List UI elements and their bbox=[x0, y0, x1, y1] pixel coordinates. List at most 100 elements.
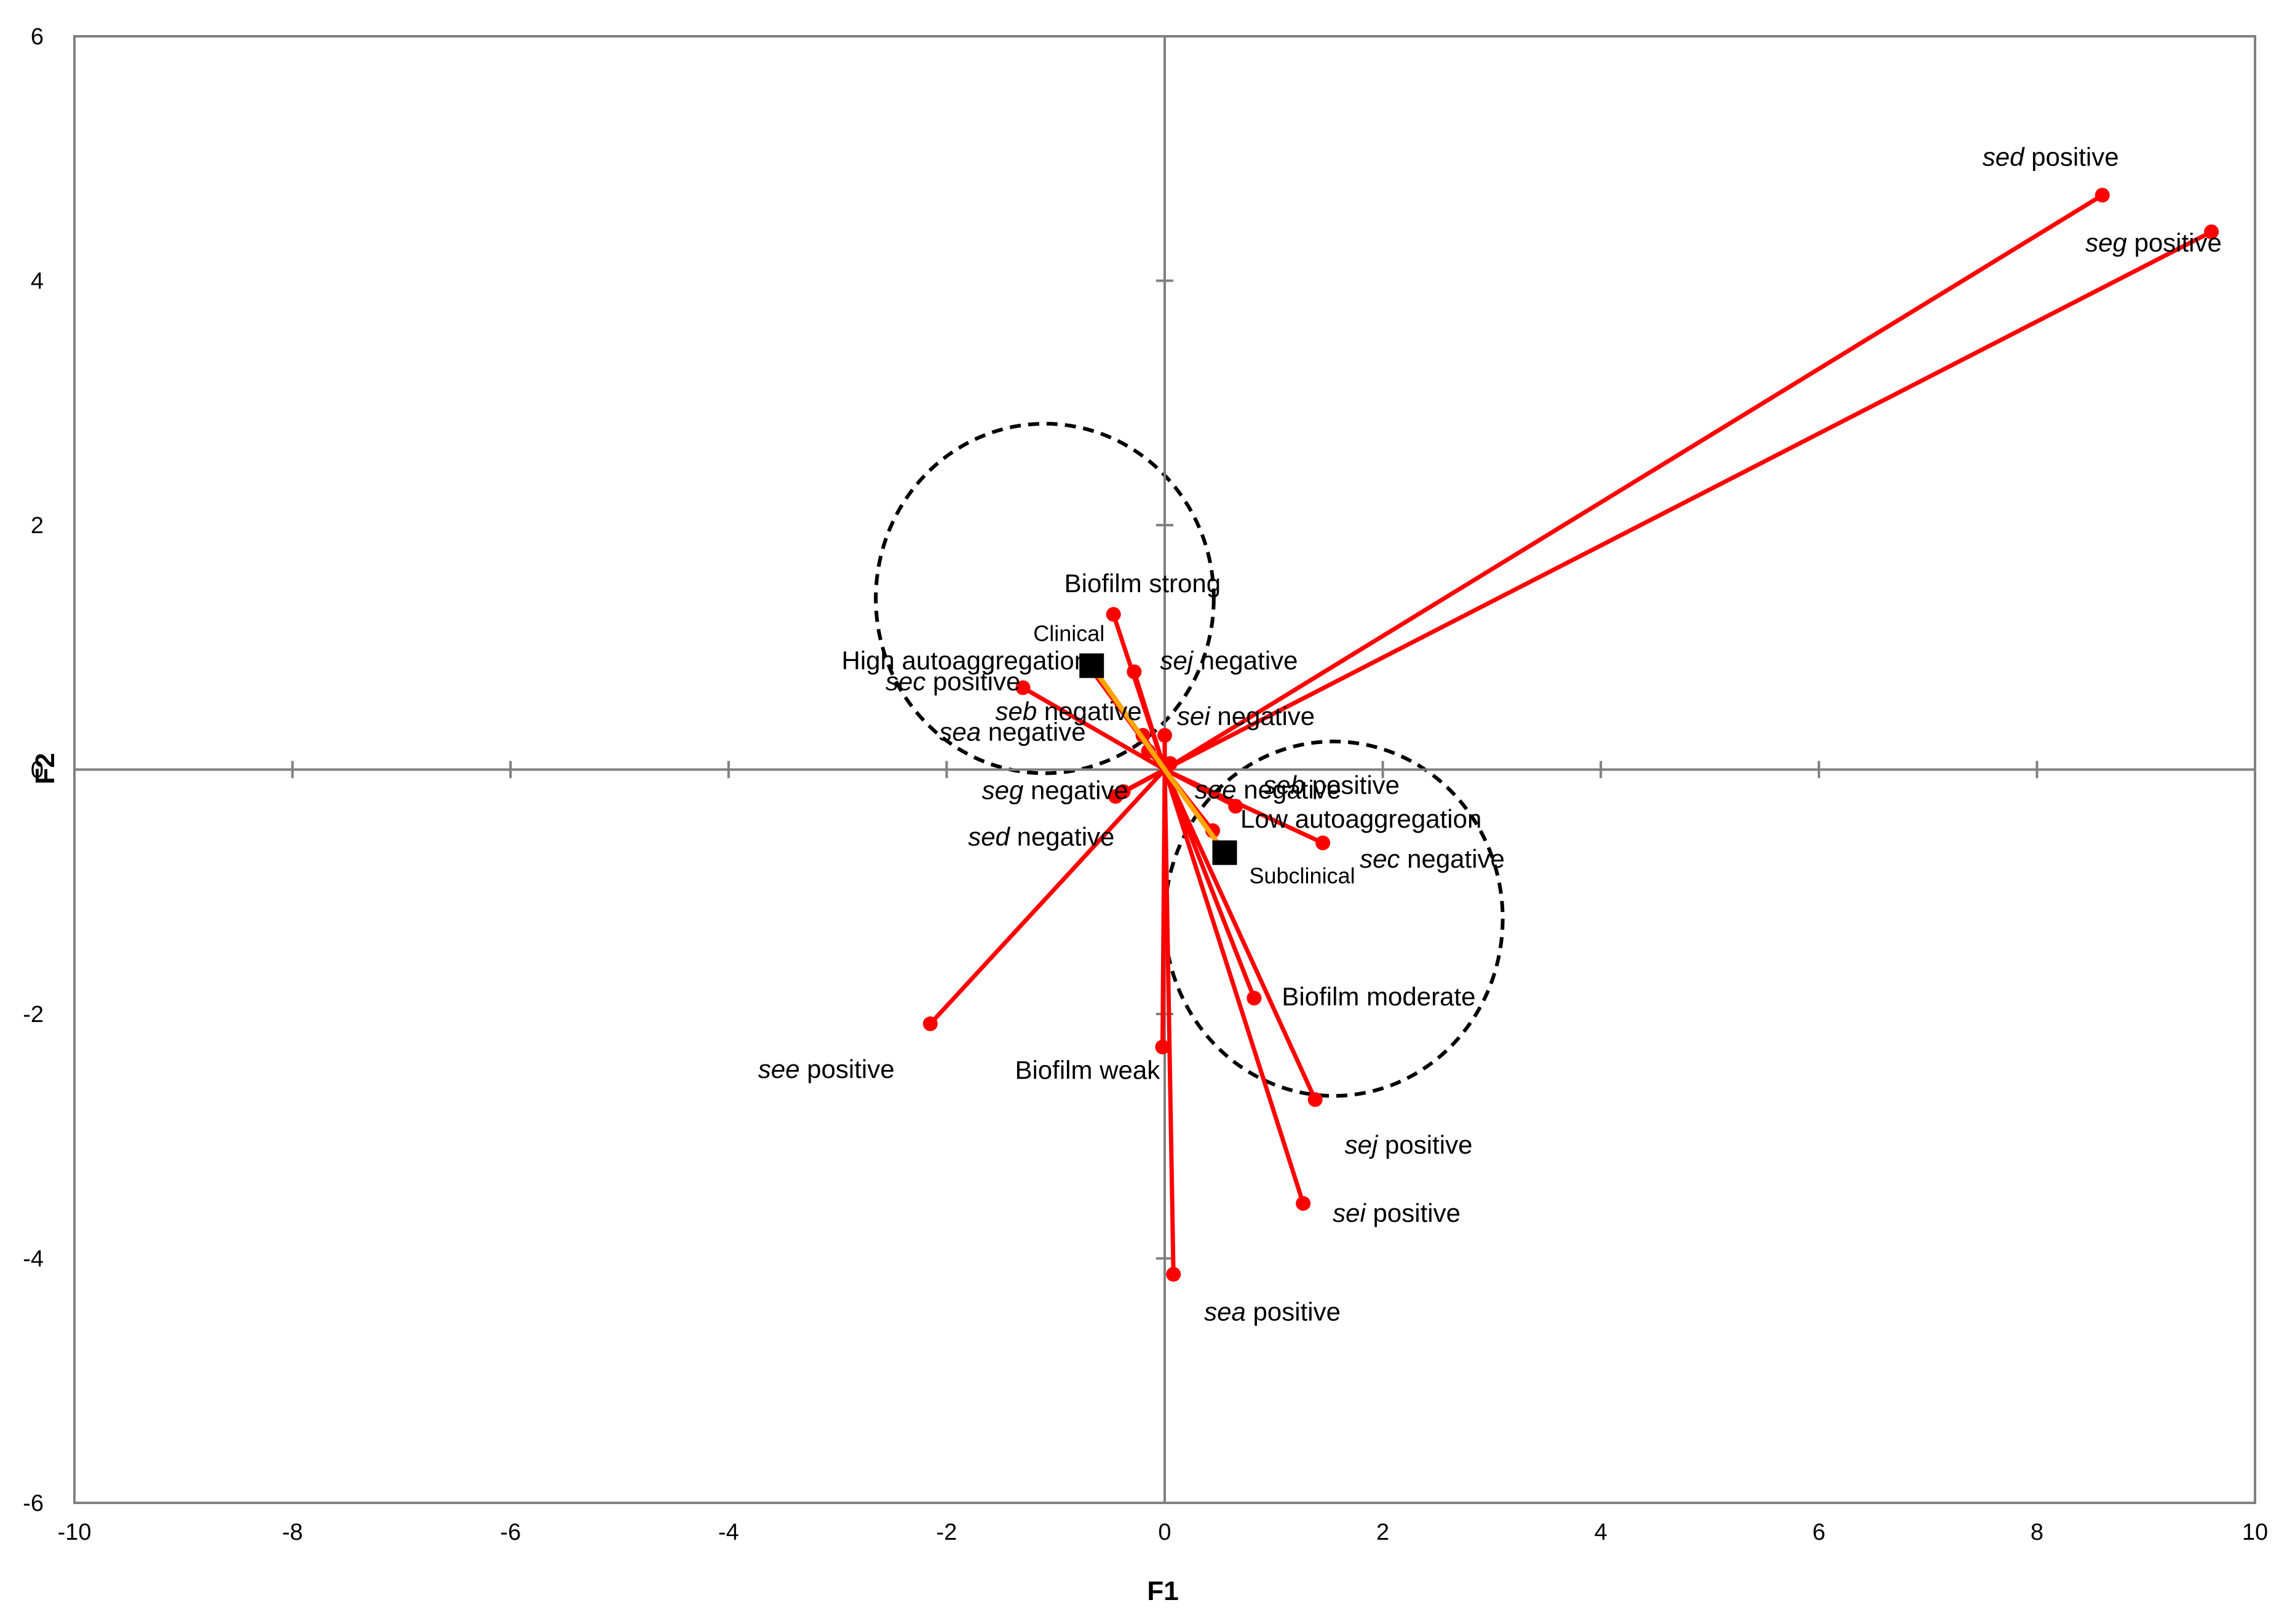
data-point bbox=[1162, 756, 1178, 771]
data-point bbox=[1108, 789, 1124, 804]
data-point bbox=[1228, 799, 1243, 814]
vector-line bbox=[1163, 229, 2213, 772]
variable-vectors bbox=[922, 188, 2219, 1282]
gene-name: sec bbox=[886, 667, 926, 696]
gene-state: positive bbox=[1246, 1297, 1341, 1326]
vector-line bbox=[1021, 686, 1166, 772]
x-tick-label: -10 bbox=[58, 1519, 92, 1545]
label-biofilm-moderate: Biofilm moderate bbox=[1282, 982, 1475, 1011]
label-biofilm-strong: Biofilm strong bbox=[1064, 569, 1221, 598]
vector-line bbox=[1163, 767, 1324, 845]
gene-state: negative bbox=[1193, 646, 1298, 675]
label-sej-negative: sej negative bbox=[1160, 646, 1298, 675]
gene-state: positive bbox=[1366, 1198, 1461, 1227]
label-biofilm-weak: Biofilm weak bbox=[1015, 1056, 1160, 1085]
x-axis-title: F1 bbox=[1147, 1576, 1178, 1606]
gene-state: negative bbox=[1037, 697, 1141, 726]
y-tick-label: 4 bbox=[31, 269, 44, 295]
x-tick-label: 4 bbox=[1595, 1519, 1607, 1545]
gene-state: positive bbox=[1377, 1130, 1472, 1159]
group-label-subclinical: Subclinical bbox=[1250, 863, 1355, 889]
y-tick-label: 0 bbox=[31, 758, 44, 783]
label-seb-negative: seb negative bbox=[996, 697, 1142, 726]
y-tick-label: 2 bbox=[31, 513, 44, 539]
vector-line bbox=[1162, 769, 1317, 1101]
gene-state: negative bbox=[1210, 702, 1315, 731]
gene-name: seb bbox=[996, 697, 1037, 726]
gene-state: positive bbox=[926, 667, 1020, 696]
group-vector-line bbox=[1089, 664, 1167, 771]
gene-name: sed bbox=[968, 822, 1010, 851]
label-seg-negative: seg negative bbox=[982, 775, 1128, 804]
x-axis-ticks: -10 -8 -6 -4 -2 0 2 4 6 8 10 bbox=[58, 761, 2268, 1545]
y-axis-ticks: -6 -4 -2 0 2 4 6 bbox=[23, 24, 1173, 1516]
x-tick-label: -6 bbox=[500, 1519, 521, 1545]
label-sec-positive: sec positive bbox=[886, 667, 1020, 696]
group-vector-line bbox=[1162, 768, 1227, 854]
gene-state: negative bbox=[1023, 775, 1128, 804]
x-tick-label: 2 bbox=[1376, 1519, 1389, 1545]
label-low-autoaggregation: Low autoaggregation bbox=[1240, 804, 1481, 833]
vector-line bbox=[1132, 671, 1167, 770]
gene-name: sej bbox=[1345, 1130, 1379, 1159]
gene-state: positive bbox=[1305, 770, 1400, 799]
y-axis-title: F2 bbox=[30, 753, 60, 784]
x-tick-label: -4 bbox=[718, 1519, 739, 1545]
data-point bbox=[2204, 224, 2219, 239]
data-point bbox=[922, 1016, 938, 1031]
label-seg-positive: seg positive bbox=[2085, 228, 2222, 257]
x-tick-label: 0 bbox=[1158, 1519, 1171, 1545]
gene-name: seg bbox=[2085, 228, 2127, 257]
group-marker-clinical bbox=[1079, 653, 1104, 678]
gene-name: see bbox=[1195, 775, 1237, 804]
gene-name: sei bbox=[1333, 1198, 1366, 1227]
label-sea-positive: sea positive bbox=[1204, 1297, 1341, 1326]
x-tick-label: -8 bbox=[282, 1519, 303, 1545]
label-seb-positive: seb positive bbox=[1263, 770, 1400, 799]
gene-name: sec bbox=[1360, 844, 1400, 873]
vector-line bbox=[929, 768, 1167, 1026]
gene-state: positive bbox=[2127, 228, 2222, 257]
y-tick-label: -6 bbox=[23, 1491, 44, 1516]
vector-line bbox=[1162, 769, 1306, 1205]
label-high-autoaggregation: High autoaggregation bbox=[842, 646, 1089, 675]
gene-state: negative bbox=[981, 718, 1085, 747]
gene-name: see bbox=[758, 1055, 800, 1083]
data-point bbox=[1307, 1092, 1323, 1107]
data-point bbox=[2095, 188, 2110, 203]
vector-line bbox=[1162, 769, 1256, 999]
data-point bbox=[1127, 664, 1142, 679]
x-tick-label: 8 bbox=[2031, 1519, 2043, 1545]
gene-name: sej bbox=[1160, 646, 1194, 675]
gene-name: sea bbox=[939, 718, 981, 747]
confidence-ellipse bbox=[874, 422, 1216, 775]
group-label-clinical: Clinical bbox=[1033, 621, 1104, 646]
label-sed-negative: sed negative bbox=[968, 822, 1114, 851]
y-tick-label: -4 bbox=[23, 1246, 44, 1272]
x-tick-label: -2 bbox=[937, 1519, 957, 1545]
label-see-negative: see negative bbox=[1195, 775, 1341, 804]
gene-name: sea bbox=[1204, 1297, 1246, 1326]
data-point bbox=[1106, 607, 1121, 622]
data-point bbox=[1296, 1196, 1311, 1211]
group-marker-subclinical bbox=[1212, 840, 1237, 865]
label-sec-negative: sec negative bbox=[1360, 844, 1505, 873]
gene-state: positive bbox=[2024, 142, 2119, 171]
x-tick-label: 10 bbox=[2242, 1519, 2268, 1545]
gene-state: negative bbox=[1010, 822, 1114, 851]
data-point bbox=[1155, 1039, 1170, 1055]
data-point bbox=[1315, 835, 1331, 850]
label-sei-negative: sei negative bbox=[1177, 702, 1315, 731]
gene-name: seb bbox=[1263, 770, 1305, 799]
group-markers bbox=[1079, 653, 1237, 865]
label-sed-positive: sed positive bbox=[1983, 142, 2119, 171]
gene-name: seg bbox=[982, 775, 1024, 804]
gene-state: negative bbox=[1400, 844, 1504, 873]
y-tick-label: -2 bbox=[23, 1002, 44, 1028]
gene-state: positive bbox=[800, 1055, 895, 1083]
data-point bbox=[1157, 727, 1172, 743]
data-point bbox=[1166, 1267, 1181, 1282]
y-tick-label: 6 bbox=[31, 24, 44, 50]
gene-state: negative bbox=[1237, 775, 1341, 804]
